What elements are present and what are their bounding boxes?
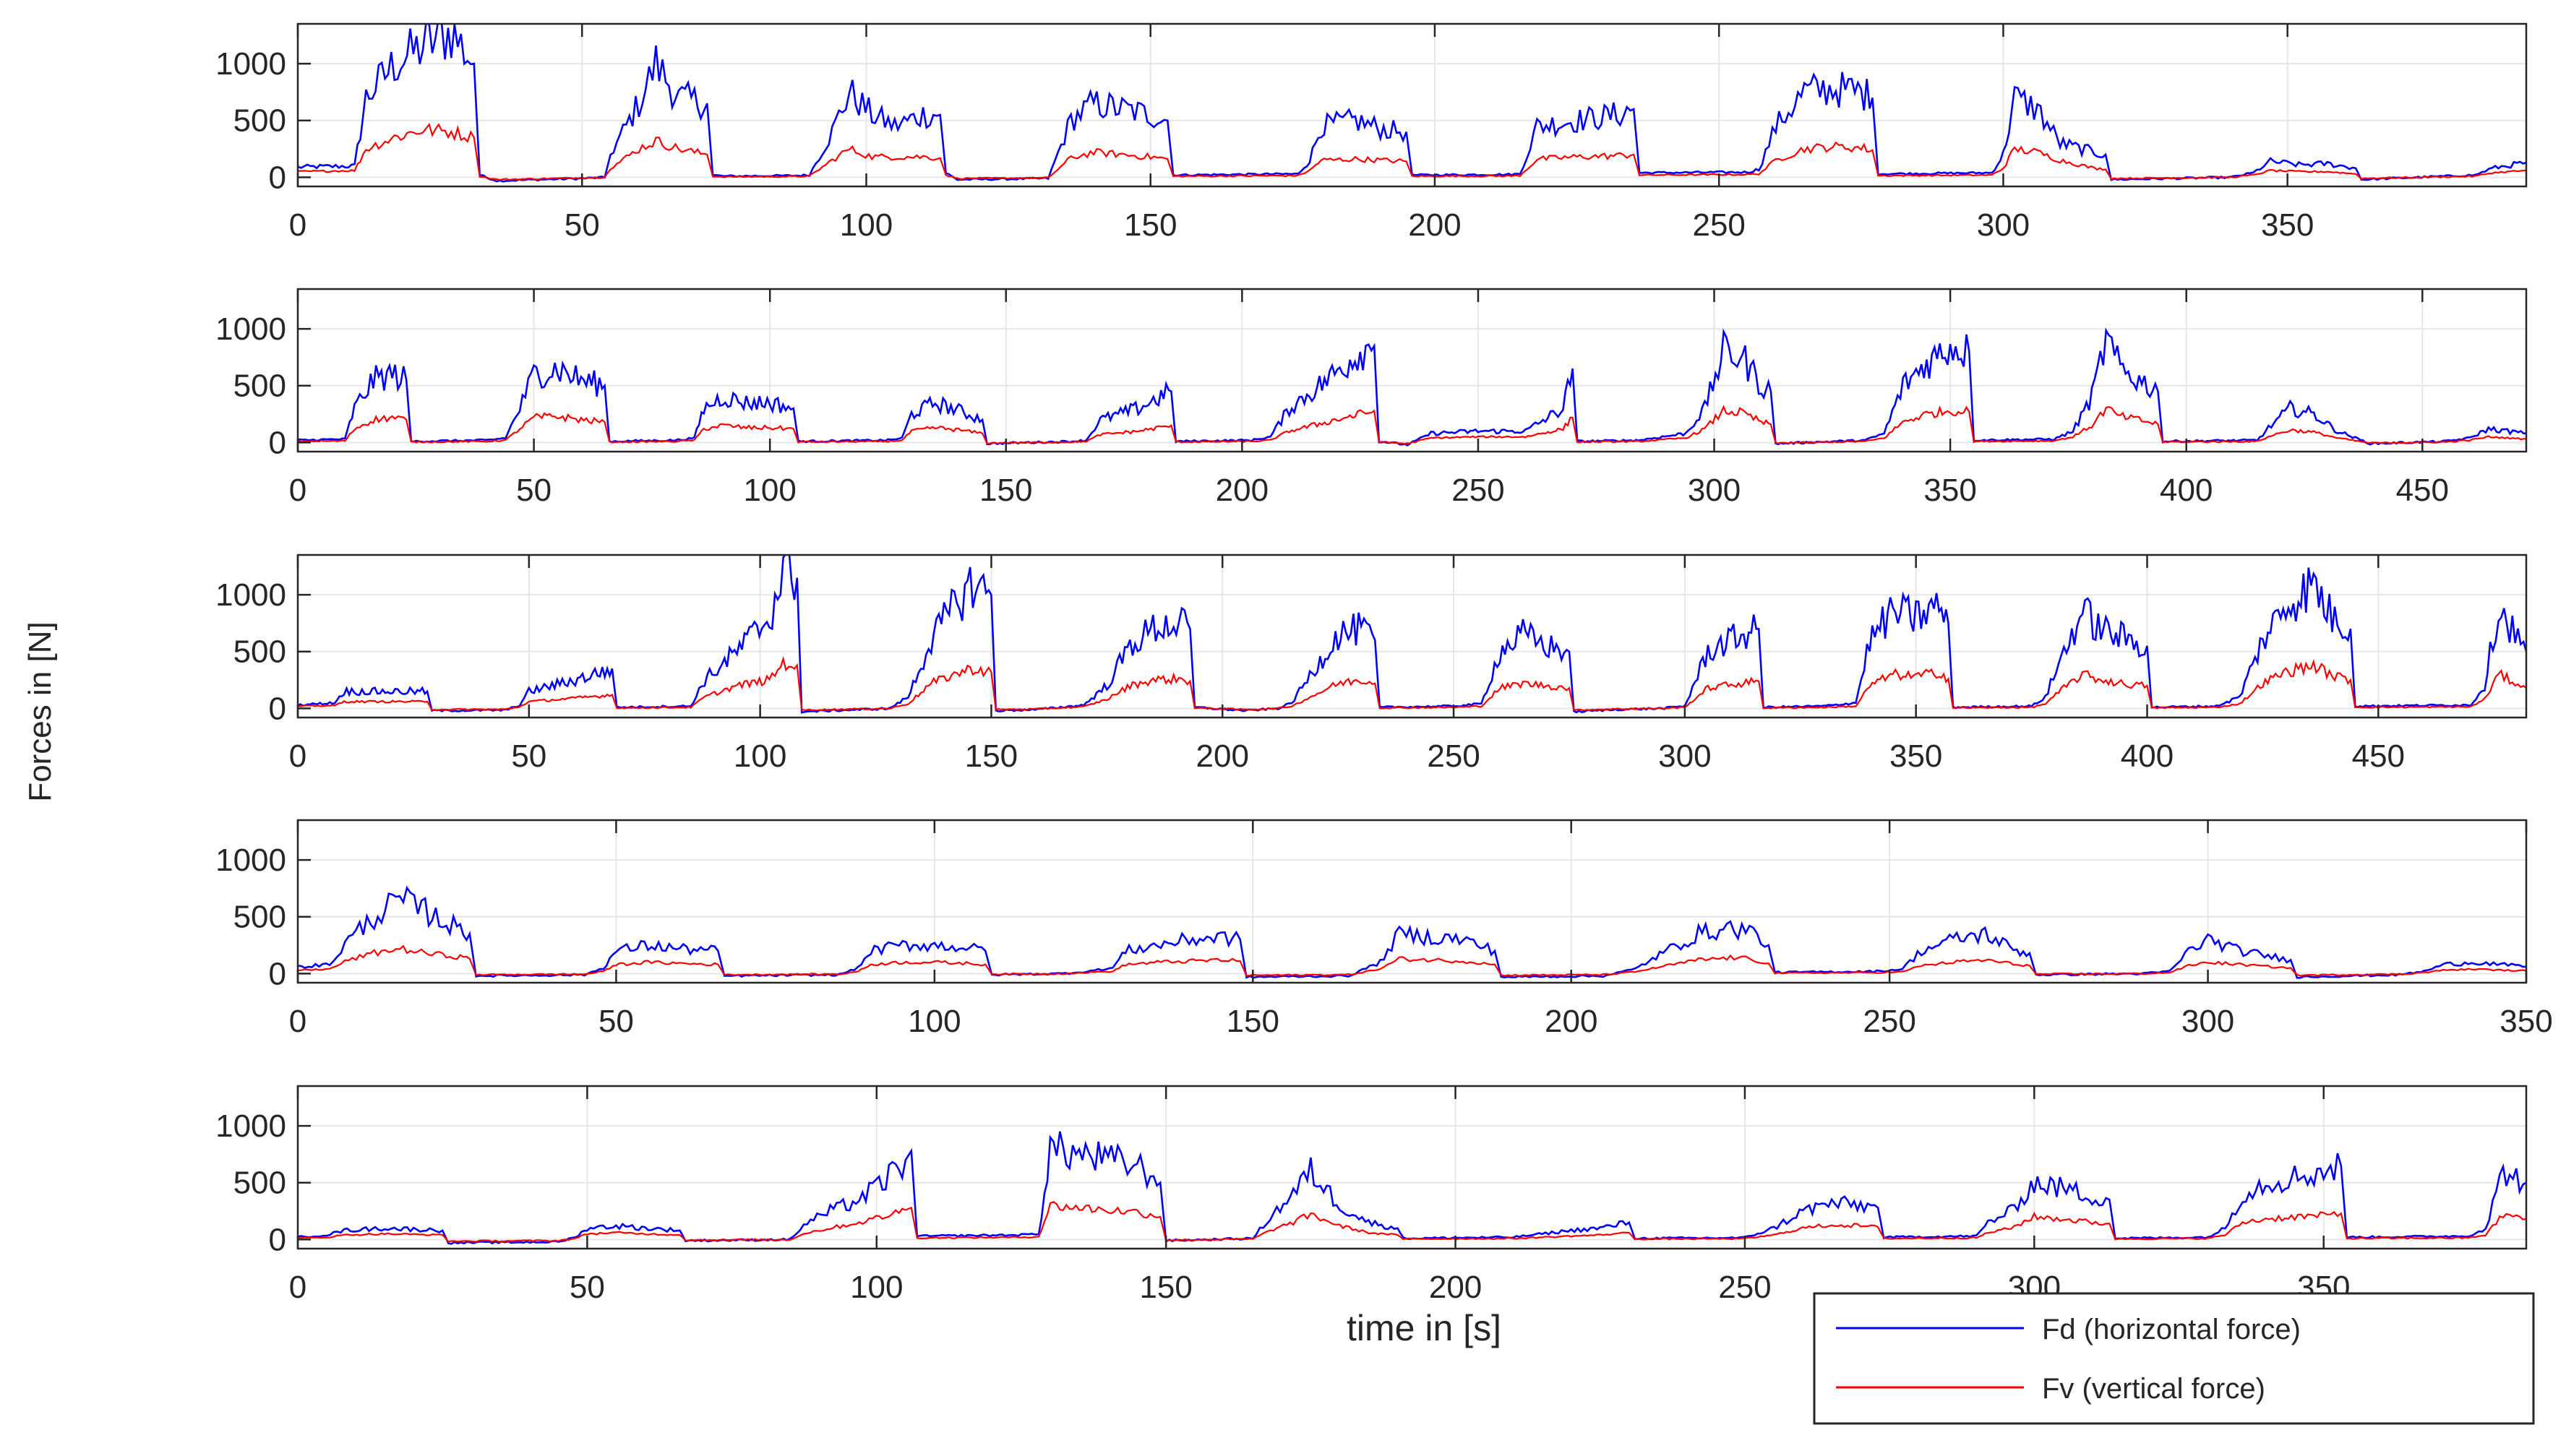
plot-area — [298, 327, 2526, 447]
x-tick-label: 150 — [965, 738, 1018, 774]
x-tick-label: 350 — [1923, 473, 1976, 508]
axes-box — [296, 1085, 2528, 1250]
x-tick-label: 150 — [1227, 1004, 1279, 1039]
y-tick-label: 500 — [233, 369, 286, 404]
x-tick-label: 100 — [734, 738, 786, 774]
x-tick-label: 400 — [2160, 473, 2213, 508]
subplot-1: 0 50 100 150 200 250 300 350 0 500 1000 — [215, 22, 2528, 243]
subplot-4: 0 50 100 150 200 250 300 350 0 500 1000 — [215, 819, 2553, 1039]
x-tick-label: 50 — [570, 1270, 605, 1305]
y-tick-label: 0 — [269, 691, 286, 726]
axes-box — [296, 288, 2528, 453]
axes-box — [296, 819, 2528, 984]
x-tick-label: 50 — [516, 473, 552, 508]
x-tick-label: 450 — [2396, 473, 2449, 508]
axes-box — [296, 553, 2528, 719]
legend-entry-fv: Fv (vertical force) — [2042, 1373, 2265, 1405]
x-tick-label: 300 — [1688, 473, 1741, 508]
x-tick-label: 100 — [743, 473, 796, 508]
x-tick-label: 350 — [2261, 207, 2314, 243]
x-tick-label: 350 — [2500, 1004, 2552, 1039]
x-tick-label: 150 — [1124, 207, 1177, 243]
x-tick-label: 100 — [850, 1270, 903, 1305]
legend: Fd (horizontal force) Fv (vertical force… — [1813, 1292, 2535, 1425]
x-tick-label: 200 — [1545, 1004, 1597, 1039]
x-tick-label: 150 — [1139, 1270, 1192, 1305]
series-fv-line — [298, 944, 2526, 977]
y-tick-label: 1000 — [215, 577, 286, 613]
x-tick-label: 200 — [1216, 473, 1269, 508]
plot-area — [298, 24, 2526, 183]
x-tick-label: 100 — [908, 1004, 961, 1039]
y-tick-label: 0 — [269, 425, 286, 460]
x-tick-label: 250 — [1718, 1270, 1771, 1305]
y-tick-label: 1000 — [215, 843, 286, 878]
x-tick-label: 300 — [2181, 1004, 2234, 1039]
y-tick-label: 500 — [233, 634, 286, 670]
y-tick-label: 500 — [233, 900, 286, 935]
x-tick-label: 0 — [289, 207, 306, 243]
x-tick-label: 200 — [1408, 207, 1461, 243]
x-tick-label: 250 — [1427, 738, 1480, 774]
y-tick-label: 500 — [233, 103, 286, 139]
y-tick-label: 500 — [233, 1166, 286, 1201]
series-fv-line — [298, 405, 2526, 445]
figure-y-axis-label: Forces in [N] — [22, 621, 58, 801]
y-tick-label: 1000 — [215, 46, 286, 82]
subplot-3: 0 50 100 150 200 250 300 350 400 450 0 500 1000 — [215, 553, 2528, 774]
legend-entry-fd: Fd (horizontal force) — [2042, 1314, 2301, 1345]
x-tick-label: 0 — [289, 738, 306, 774]
x-tick-label: 0 — [289, 473, 306, 508]
plot-area — [298, 555, 2526, 714]
x-tick-label: 0 — [289, 1004, 306, 1039]
y-tick-label: 0 — [269, 160, 286, 195]
figure-x-axis-label: time in [s] — [1347, 1308, 1501, 1348]
x-tick-label: 50 — [511, 738, 546, 774]
x-tick-label: 200 — [1196, 738, 1249, 774]
x-tick-label: 50 — [565, 207, 600, 243]
legend-box — [1813, 1292, 2535, 1425]
subplot-2: 0 50 100 150 200 250 300 350 400 450 0 500 1000 — [215, 288, 2528, 508]
x-tick-label: 350 — [1889, 738, 1942, 774]
axes-box — [296, 22, 2528, 188]
plot-area — [298, 1131, 2526, 1245]
x-tick-label: 450 — [2352, 738, 2405, 774]
x-tick-label: 100 — [840, 207, 893, 243]
x-tick-label: 250 — [1863, 1004, 1915, 1039]
series-fv-line — [298, 122, 2526, 181]
x-tick-label: 200 — [1429, 1270, 1482, 1305]
y-tick-label: 1000 — [215, 311, 286, 347]
series-fd-line — [298, 885, 2526, 979]
x-tick-label: 150 — [979, 473, 1032, 508]
y-tick-label: 1000 — [215, 1108, 286, 1144]
plot-area — [298, 885, 2526, 979]
y-tick-label: 0 — [269, 1222, 286, 1257]
x-tick-label: 300 — [1658, 738, 1711, 774]
x-tick-label: 250 — [1451, 473, 1504, 508]
x-tick-label: 250 — [1692, 207, 1745, 243]
x-tick-label: 300 — [1977, 207, 2030, 243]
x-tick-label: 400 — [2121, 738, 2174, 774]
x-tick-label: 50 — [598, 1004, 634, 1039]
x-tick-label: 0 — [289, 1270, 306, 1305]
series-fv-line — [298, 655, 2526, 712]
y-tick-label: 0 — [269, 956, 286, 991]
series-fv-line — [298, 1201, 2526, 1243]
